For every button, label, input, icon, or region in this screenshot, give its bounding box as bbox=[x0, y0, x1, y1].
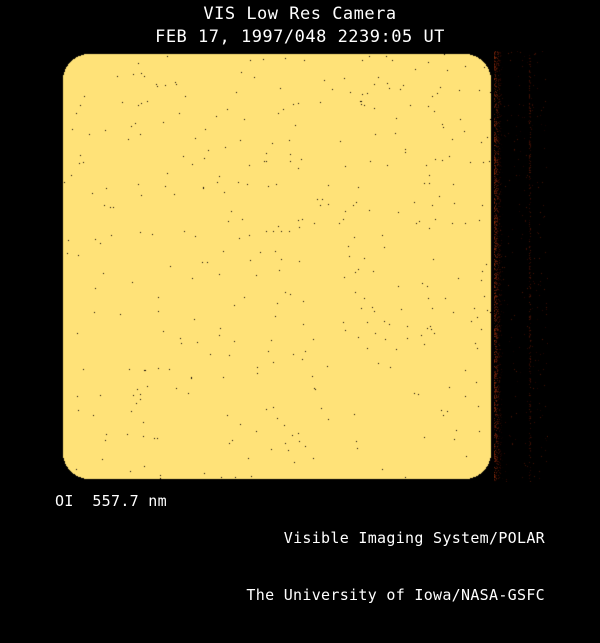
emission-line-label: OI 557.7 nm bbox=[55, 492, 167, 510]
timestamp-label: FEB 17, 1997/048 2239:05 UT bbox=[155, 27, 445, 47]
vis-camera-image-viewer: VIS Low Res Camera FEB 17, 1997/048 2239… bbox=[55, 4, 548, 604]
page-title: VIS Low Res Camera bbox=[203, 4, 397, 24]
aurora-image-canvas bbox=[62, 51, 496, 482]
credit-block: Visible Imaging System/POLAR The Univers… bbox=[246, 491, 545, 643]
credit-line-instrument: Visible Imaging System/POLAR bbox=[283, 529, 545, 547]
aurora-image bbox=[62, 51, 496, 482]
detector-noise-canvas bbox=[494, 51, 548, 482]
detector-noise-strip bbox=[494, 51, 548, 482]
credit-line-institution: The University of Iowa/NASA-GSFC bbox=[246, 586, 545, 604]
